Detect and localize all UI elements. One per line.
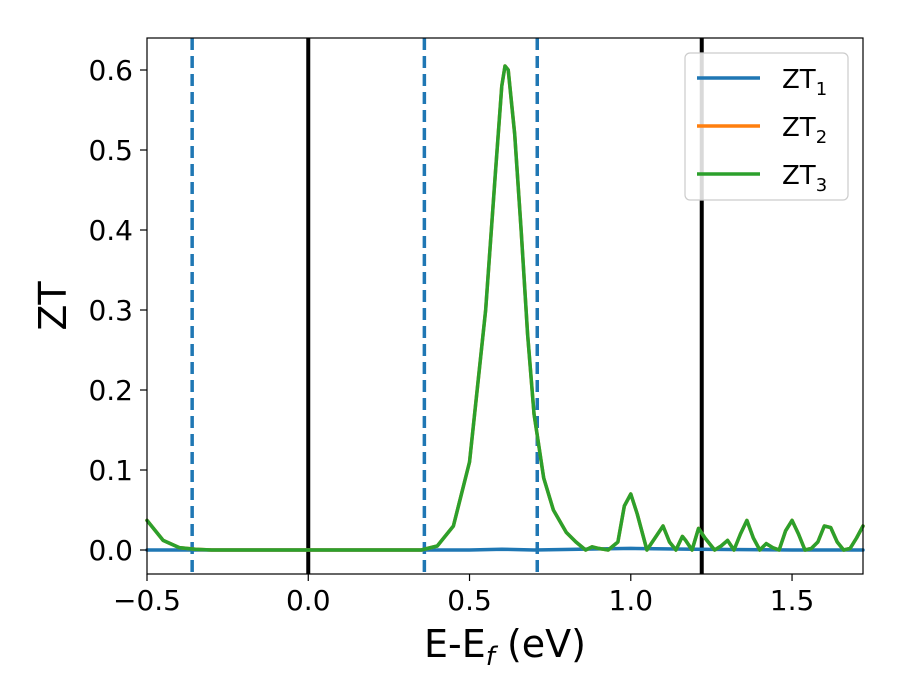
y-tick-label: 0.2 — [88, 374, 133, 407]
x-axis-label-unit: (eV) — [495, 622, 586, 666]
x-axis-ticks: −0.5 0.0 0.5 1.0 1.5 — [113, 574, 814, 617]
legend-label-zt2: ZT2 — [782, 113, 827, 148]
x-axis-label-main: E-E — [424, 622, 486, 666]
y-tick-label: 0.3 — [88, 294, 133, 327]
y-tick-label: 0.1 — [88, 454, 133, 487]
y-tick-label: 0.0 — [88, 534, 133, 567]
y-tick-label: 0.5 — [88, 134, 133, 167]
y-tick-label: 0.4 — [88, 214, 133, 247]
x-tick-label: 0.5 — [447, 584, 492, 617]
legend: ZT1 ZT2 ZT3 — [684, 52, 849, 201]
legend-label-zt1: ZT1 — [782, 65, 827, 100]
x-tick-label: 1.5 — [770, 584, 815, 617]
y-tick-label: 0.6 — [88, 54, 133, 87]
x-tick-label: −0.5 — [113, 584, 181, 617]
x-tick-label: 1.0 — [609, 584, 654, 617]
vertical-reference-lines — [190, 38, 704, 574]
legend-label-zt3: ZT3 — [782, 161, 827, 196]
series-lines — [145, 64, 865, 552]
y-axis-ticks: 0.0 0.1 0.2 0.3 0.4 0.5 0.6 — [88, 54, 147, 567]
legend-box — [684, 52, 849, 201]
y-axis-label: ZT — [31, 281, 75, 331]
plot-frame — [146, 37, 864, 575]
series-line-zt3 — [145, 64, 865, 552]
x-axis-label: E-Ef (eV) — [424, 622, 586, 672]
x-tick-label: 0.0 — [286, 584, 331, 617]
